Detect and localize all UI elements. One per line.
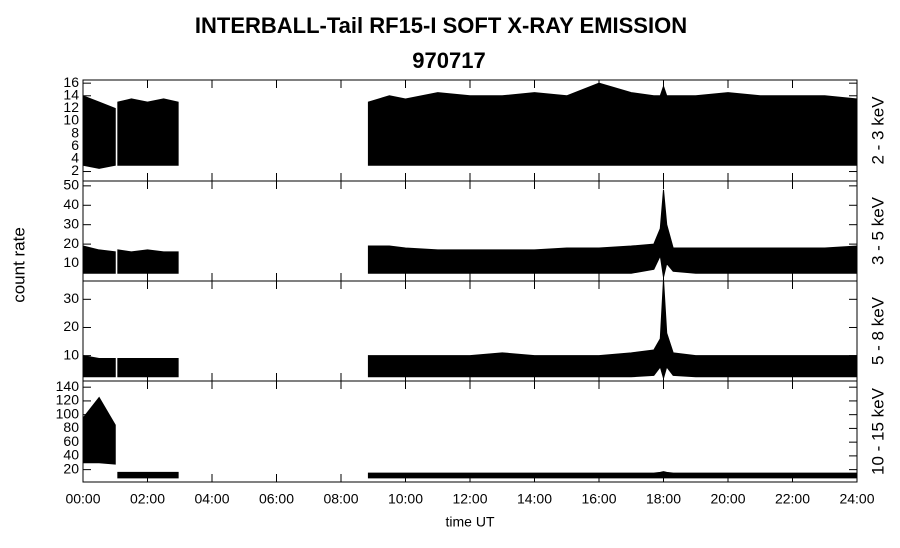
x-tick-label: 10:00 — [388, 491, 423, 507]
count-band — [367, 189, 858, 278]
y-tick-label: 10 — [63, 112, 79, 128]
count-band — [82, 396, 116, 465]
x-tick-label: 18:00 — [646, 491, 681, 507]
panel-label: 10 - 15 keV — [868, 387, 887, 475]
chart-subtitle: 970717 — [412, 48, 485, 73]
y-tick-label: 14 — [63, 86, 79, 102]
panel-label: 5 - 8 keV — [868, 296, 887, 365]
count-band — [367, 471, 858, 479]
count-band — [367, 82, 858, 166]
y-tick-label: 140 — [56, 378, 80, 394]
y-tick-label: 30 — [63, 215, 79, 231]
y-tick-label: 20 — [63, 318, 79, 334]
y-tick-label: 100 — [56, 405, 80, 421]
x-tick-label: 24:00 — [839, 491, 874, 507]
y-tick-label: 60 — [63, 433, 79, 449]
count-band — [117, 98, 179, 166]
y-tick-label: 50 — [63, 177, 79, 193]
y-tick-label: 20 — [63, 460, 79, 476]
count-band — [117, 249, 179, 274]
count-band — [117, 357, 179, 378]
count-band — [82, 245, 116, 274]
count-band — [367, 279, 858, 381]
y-tick-label: 4 — [71, 150, 79, 166]
y-tick-label: 10 — [63, 254, 79, 270]
y-tick-label: 6 — [71, 137, 79, 153]
y-tick-label: 40 — [63, 447, 79, 463]
y-axis-label: count rate — [9, 227, 28, 303]
x-tick-label: 06:00 — [259, 491, 294, 507]
count-band — [82, 355, 116, 378]
y-tick-label: 30 — [63, 290, 79, 306]
panel-label: 2 - 3 keV — [868, 96, 887, 165]
y-tick-label: 20 — [63, 235, 79, 251]
panel-frame — [82, 380, 858, 483]
x-tick-label: 02:00 — [130, 491, 165, 507]
x-tick-label: 20:00 — [710, 491, 745, 507]
panel-label: 3 - 5 keV — [868, 196, 887, 265]
x-tick-label: 00:00 — [65, 491, 100, 507]
y-tick-label: 40 — [63, 196, 79, 212]
y-tick-label: 16 — [63, 74, 79, 90]
y-tick-label: 8 — [71, 124, 79, 140]
x-tick-label: 12:00 — [452, 491, 487, 507]
x-tick-label: 14:00 — [517, 491, 552, 507]
y-tick-label: 2 — [71, 162, 79, 178]
x-tick-label: 22:00 — [775, 491, 810, 507]
y-tick-label: 80 — [63, 419, 79, 435]
chart-title: INTERBALL-Tail RF15-I SOFT X-RAY EMISSIO… — [195, 13, 687, 38]
y-tick-label: 120 — [56, 392, 80, 408]
x-tick-label: 04:00 — [194, 491, 229, 507]
y-tick-label: 10 — [63, 346, 79, 362]
count-band — [82, 95, 116, 169]
y-tick-label: 12 — [63, 99, 79, 115]
x-axis-label: time UT — [446, 514, 495, 530]
x-tick-label: 08:00 — [323, 491, 358, 507]
x-tick-label: 16:00 — [581, 491, 616, 507]
